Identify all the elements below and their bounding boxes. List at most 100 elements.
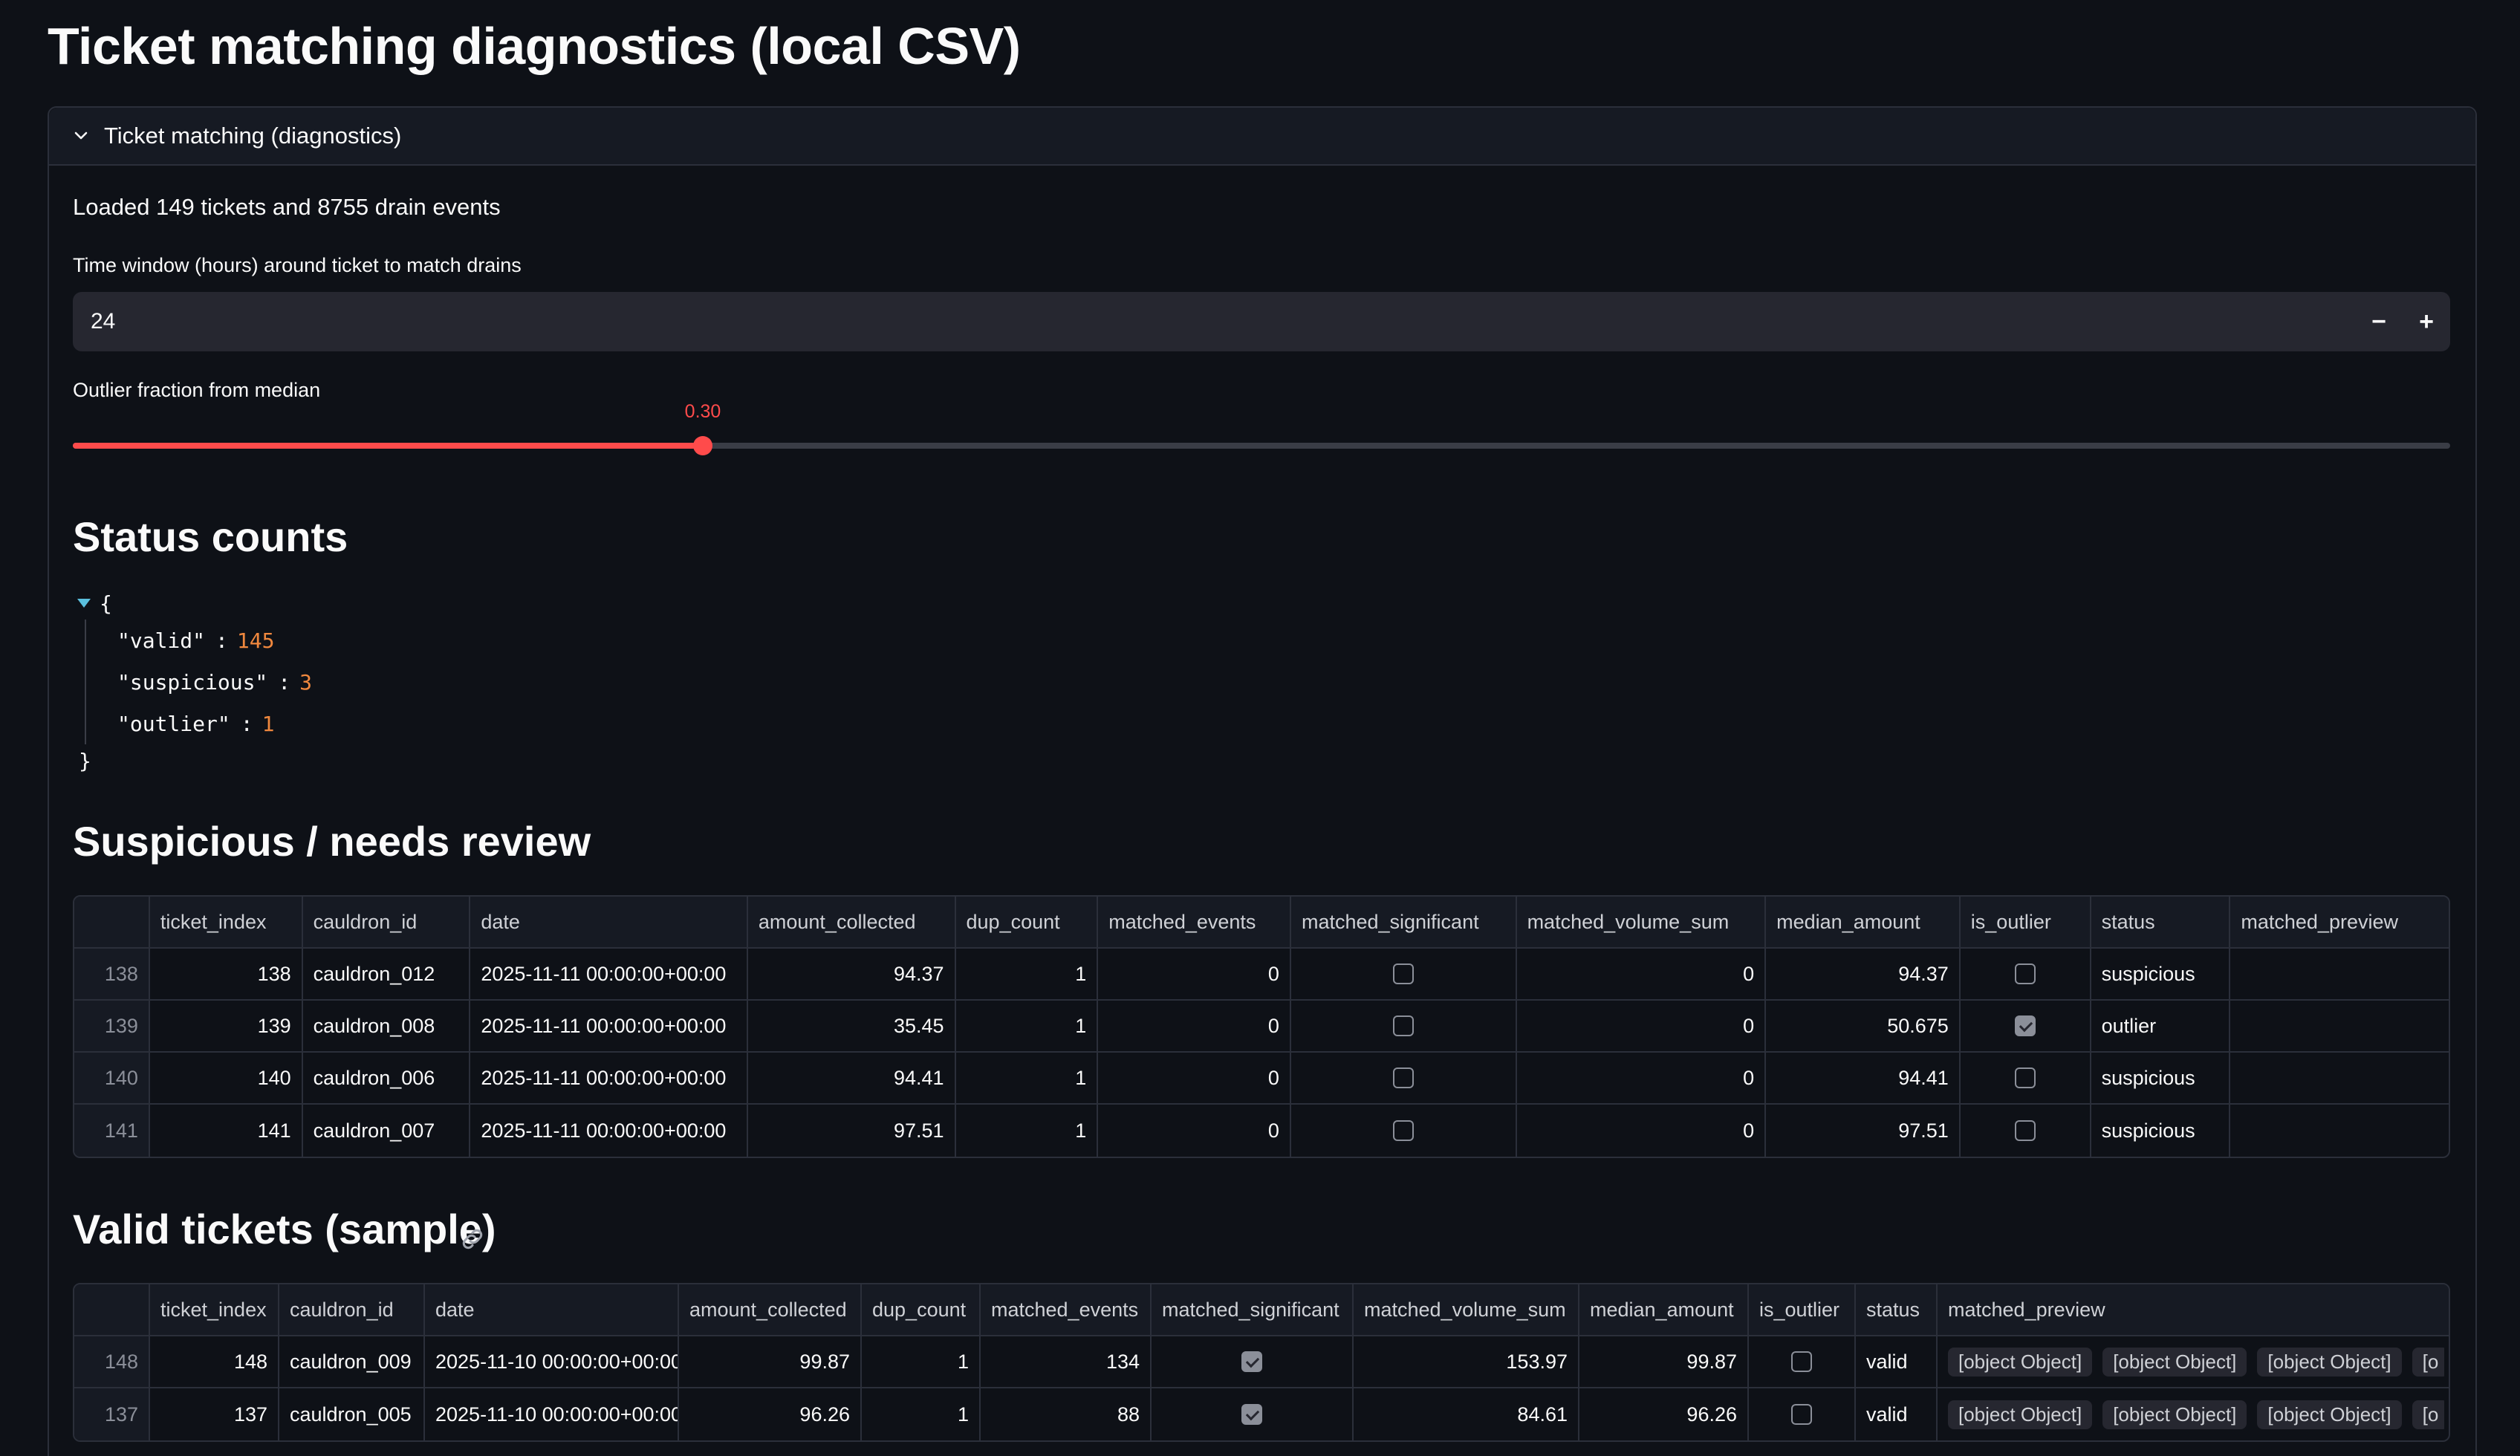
- table-cell[interactable]: 1: [862, 1336, 981, 1387]
- table-cell[interactable]: 153.97: [1354, 1336, 1579, 1387]
- column-header[interactable]: matched_volume_sum: [1354, 1284, 1579, 1335]
- column-header[interactable]: cauldron_id: [279, 1284, 425, 1335]
- table-cell[interactable]: 148: [74, 1336, 150, 1387]
- table-cell[interactable]: 2025-11-10 00:00:00+00:00: [425, 1336, 679, 1387]
- column-header[interactable]: is_outlier: [1749, 1284, 1856, 1335]
- table-cell[interactable]: cauldron_009: [279, 1336, 425, 1387]
- column-header[interactable]: is_outlier: [1961, 897, 2091, 947]
- column-header[interactable]: status: [1856, 1284, 1938, 1335]
- time-window-input[interactable]: 24 − +: [73, 292, 2450, 351]
- table-cell[interactable]: [1291, 1001, 1517, 1051]
- table-cell[interactable]: 50.675: [1766, 1001, 1961, 1051]
- link-icon[interactable]: [459, 1226, 486, 1256]
- table-cell[interactable]: [1291, 1053, 1517, 1103]
- column-header[interactable]: dup_count: [956, 897, 1099, 947]
- table-cell[interactable]: 2025-11-10 00:00:00+00:00: [425, 1388, 679, 1440]
- column-header[interactable]: ticket_index: [150, 1284, 279, 1335]
- table-cell[interactable]: suspicious: [2091, 1053, 2231, 1103]
- table-cell[interactable]: 0: [1098, 1053, 1291, 1103]
- table-cell[interactable]: 1: [862, 1388, 981, 1440]
- table-cell[interactable]: 137: [74, 1388, 150, 1440]
- table-cell[interactable]: 0: [1517, 1105, 1767, 1157]
- table-cell[interactable]: outlier: [2091, 1001, 2231, 1051]
- table-cell[interactable]: 97.51: [1766, 1105, 1961, 1157]
- table-cell[interactable]: valid: [1856, 1388, 1938, 1440]
- table-cell[interactable]: [1152, 1388, 1354, 1440]
- decrement-button[interactable]: −: [2371, 307, 2386, 336]
- table-cell[interactable]: cauldron_012: [303, 949, 471, 999]
- table-cell[interactable]: 35.45: [748, 1001, 956, 1051]
- valid-table[interactable]: ticket_index cauldron_id date amount_collec…: [73, 1283, 2450, 1442]
- column-header[interactable]: matched_volume_sum: [1517, 897, 1767, 947]
- table-cell[interactable]: cauldron_006: [303, 1053, 471, 1103]
- table-cell[interactable]: [1961, 949, 2091, 999]
- table-cell[interactable]: 1: [956, 1053, 1099, 1103]
- column-header[interactable]: cauldron_id: [303, 897, 471, 947]
- table-cell[interactable]: 94.41: [748, 1053, 956, 1103]
- table-cell[interactable]: 94.41: [1766, 1053, 1961, 1103]
- time-window-value[interactable]: 24: [91, 309, 116, 334]
- expander-header[interactable]: Ticket matching (diagnostics): [49, 108, 2475, 166]
- table-cell[interactable]: 137: [150, 1388, 279, 1440]
- table-cell[interactable]: 0: [1098, 949, 1291, 999]
- table-cell[interactable]: [1749, 1388, 1856, 1440]
- column-header[interactable]: matched_preview: [1948, 1298, 2105, 1321]
- column-header[interactable]: [74, 1284, 150, 1335]
- column-header[interactable]: status: [2091, 897, 2231, 947]
- table-cell[interactable]: [object Object] [object Object] [object Ob…: [1938, 1336, 2444, 1387]
- table-cell[interactable]: 0: [1517, 1053, 1767, 1103]
- table-cell[interactable]: cauldron_008: [303, 1001, 471, 1051]
- table-cell[interactable]: 141: [150, 1105, 303, 1157]
- table-cell[interactable]: [object Object] [object Object] [object Ob…: [1938, 1388, 2444, 1440]
- column-header[interactable]: median_amount: [1579, 1284, 1749, 1335]
- table-cell[interactable]: 99.87: [1579, 1336, 1749, 1387]
- table-row[interactable]: 138 138 cauldron_012 2025-11-11 00:00:00+00…: [74, 949, 2449, 1001]
- table-cell[interactable]: cauldron_005: [279, 1388, 425, 1440]
- collapse-toggle-icon[interactable]: [77, 599, 91, 608]
- table-cell[interactable]: [1961, 1053, 2091, 1103]
- table-cell[interactable]: 0: [1517, 949, 1767, 999]
- table-row[interactable]: 140 140 cauldron_006 2025-11-11 00:00:00+00…: [74, 1053, 2449, 1105]
- table-cell[interactable]: [2230, 949, 2449, 999]
- table-cell[interactable]: 96.26: [1579, 1388, 1749, 1440]
- column-header[interactable]: matched_preview: [2241, 910, 2398, 933]
- table-cell[interactable]: 94.37: [1766, 949, 1961, 999]
- column-header[interactable]: date: [470, 897, 748, 947]
- table-cell[interactable]: 2025-11-11 00:00:00+00:00: [470, 1105, 748, 1157]
- table-row[interactable]: 139 139 cauldron_008 2025-11-11 00:00:00+00…: [74, 1001, 2449, 1053]
- increment-button[interactable]: +: [2419, 307, 2434, 336]
- table-cell[interactable]: 94.37: [748, 949, 956, 999]
- table-cell[interactable]: [1749, 1336, 1856, 1387]
- table-cell[interactable]: [1291, 949, 1517, 999]
- table-cell[interactable]: 1: [956, 1105, 1099, 1157]
- table-cell[interactable]: 88: [981, 1388, 1152, 1440]
- table-cell[interactable]: 139: [150, 1001, 303, 1051]
- table-cell[interactable]: 138: [74, 949, 150, 999]
- column-header[interactable]: matched_events: [981, 1284, 1152, 1335]
- table-cell[interactable]: 138: [150, 949, 303, 999]
- table-cell[interactable]: 84.61: [1354, 1388, 1579, 1440]
- table-cell[interactable]: 148: [150, 1336, 279, 1387]
- table-cell[interactable]: 140: [74, 1053, 150, 1103]
- column-header[interactable]: matched_significant: [1291, 897, 1517, 947]
- table-cell[interactable]: [2230, 1001, 2449, 1051]
- table-row[interactable]: 141 141 cauldron_007 2025-11-11 00:00:00+00…: [74, 1105, 2449, 1157]
- table-row[interactable]: 137 137 cauldron_005 2025-11-10 00:00:00+00…: [74, 1388, 2449, 1440]
- column-header[interactable]: [74, 897, 150, 947]
- table-cell[interactable]: [2230, 1053, 2449, 1103]
- column-header[interactable]: dup_count: [862, 1284, 981, 1335]
- column-header[interactable]: ticket_index: [150, 897, 303, 947]
- table-cell[interactable]: 0: [1098, 1001, 1291, 1051]
- table-cell[interactable]: valid: [1856, 1336, 1938, 1387]
- table-cell[interactable]: 140: [150, 1053, 303, 1103]
- table-cell[interactable]: 2025-11-11 00:00:00+00:00: [470, 1053, 748, 1103]
- column-header[interactable]: matched_events: [1098, 897, 1291, 947]
- table-cell[interactable]: suspicious: [2091, 949, 2231, 999]
- table-cell[interactable]: suspicious: [2091, 1105, 2231, 1157]
- column-header[interactable]: amount_collected: [748, 897, 956, 947]
- column-header[interactable]: median_amount: [1766, 897, 1961, 947]
- table-cell[interactable]: 1: [956, 949, 1099, 999]
- slider-thumb[interactable]: [693, 436, 712, 455]
- suspicious-table[interactable]: ticket_index cauldron_id date amount_collec…: [73, 895, 2450, 1158]
- column-header[interactable]: date: [425, 1284, 679, 1335]
